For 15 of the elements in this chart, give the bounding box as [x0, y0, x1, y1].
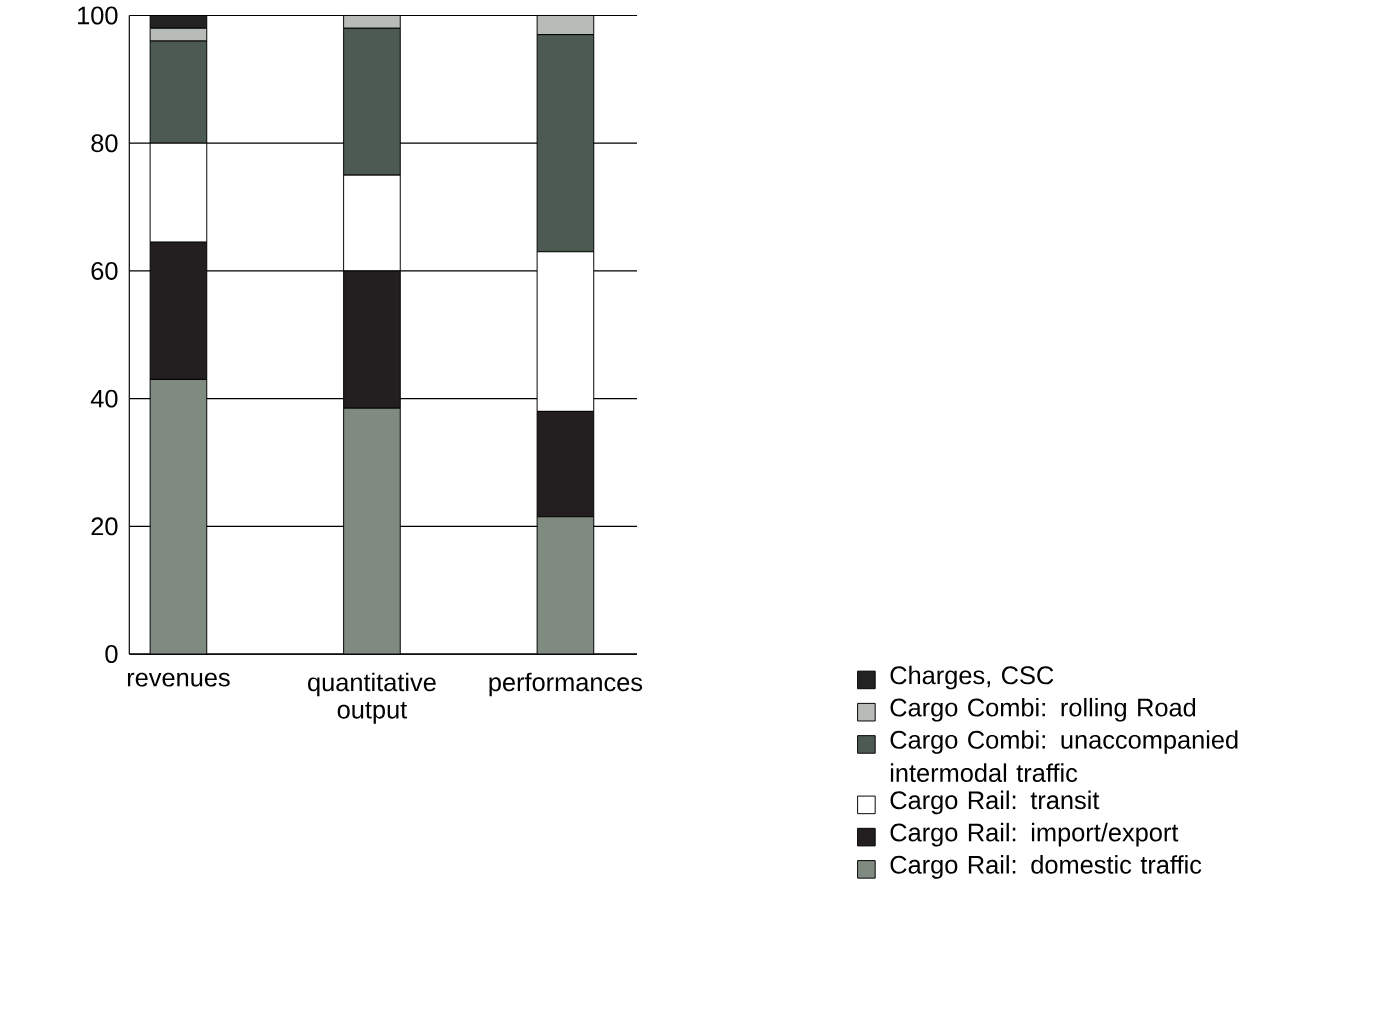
legend-label: Cargo Rail: domestic traffic — [890, 855, 1202, 879]
legend-label: Charges, CSC — [890, 665, 1054, 690]
y-tick-label: 100 — [78, 6, 118, 25]
y-tick-label: 20 — [91, 517, 118, 536]
legend-label: Cargo Rail: transit — [890, 790, 1100, 815]
legend-label: Cargo Combi: rolling Road — [890, 697, 1196, 722]
x-tick-label: revenues — [127, 672, 230, 687]
y-tick-label: 80 — [91, 134, 118, 153]
x-tick-label: performances — [489, 672, 643, 697]
y-tick-label: 0 — [105, 645, 118, 664]
legend-label: Cargo Combi: unaccompanied intermodal traffic — [890, 730, 1238, 783]
y-tick-label: 40 — [90, 389, 118, 408]
y-tick-label: 60 — [91, 262, 118, 280]
x-tick-label: quantitative output — [308, 672, 436, 724]
legend-label: Cargo Rail: import/export — [890, 822, 1179, 847]
